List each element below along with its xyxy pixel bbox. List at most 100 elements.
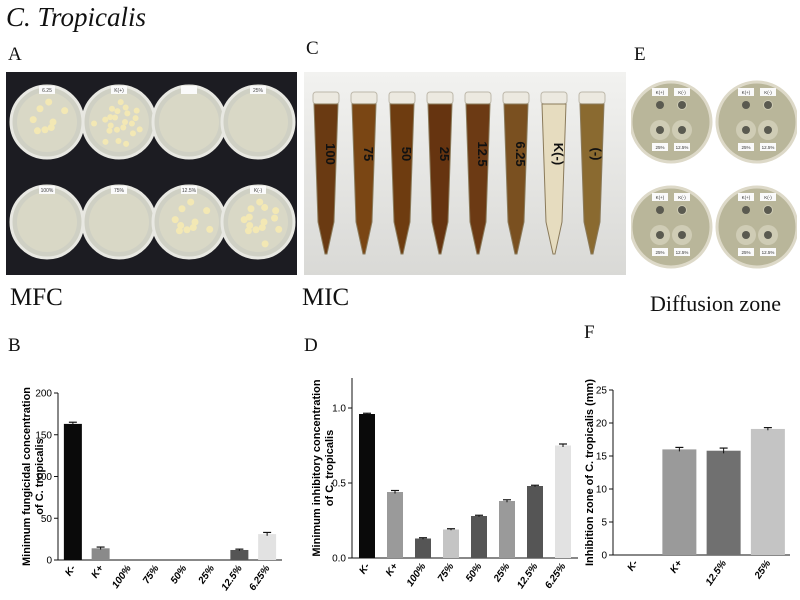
panel-label-f: F [584,322,595,343]
colony [175,227,183,235]
plate-label [652,248,668,256]
colony [271,214,279,222]
y-tick-label: 20 [596,419,608,430]
diffusion-well [764,231,772,239]
colony [61,107,69,115]
panel-label-d: D [304,335,318,356]
y-axis-label: Minimum fungicidal concentration [21,387,33,566]
tube-label: 6.25 [513,141,528,166]
bar [750,428,785,555]
x-tick-label: 75% [436,561,457,584]
panel-label-b: B [8,335,21,356]
colony [33,127,41,135]
y-axis-label: of C. tropicalis [324,430,336,506]
tube-label: 50 [399,147,414,161]
diffusion-well [764,206,772,214]
colony [45,98,53,106]
plate-label-text: K(-) [764,90,772,95]
colony [124,110,131,117]
colony [113,126,120,133]
x-tick-label: 50% [169,563,190,586]
plate-label-text: K(+) [114,88,124,94]
plate-label [652,143,668,151]
chart-mfc: Minimum fungicidal concentration of C. tr… [21,387,282,593]
colony [102,138,109,145]
colony [106,127,113,134]
colony [206,225,214,233]
colony [91,120,98,127]
diffusion-well [678,126,686,134]
colony [122,104,129,111]
plate-label-text: K(-) [254,188,263,194]
diffusion-dish [631,185,713,269]
y-tick-label: 0 [601,551,607,562]
tube-cap [502,91,530,105]
diffusion-well [656,101,664,109]
x-tick-label: 25% [752,558,773,582]
plate-label-text: 75% [114,188,125,194]
diffusion-well [742,101,750,109]
tube-label: 25 [437,147,452,161]
colony [246,222,254,230]
bar [499,501,515,558]
plate-label [738,143,754,151]
photo-mfc-plates: 6.25 K(+) 25% 100% 75% 12.5% K(-) [6,72,297,275]
tube-cap [388,91,416,105]
plate-label [652,193,668,201]
plate-label-text: 100% [41,188,54,194]
colony [244,227,252,235]
bar [555,445,571,558]
plate-label [674,143,690,151]
bar [359,414,375,558]
x-tick-label: 12.5% [220,563,245,593]
tube-body [427,103,453,255]
plate-label [738,248,754,256]
bar [91,548,110,560]
y-tick-label: 1.0 [332,404,346,415]
bar [443,529,459,558]
bar [527,486,543,558]
y-tick-label: 100 [35,472,52,483]
plate-label [250,86,266,94]
colony [258,224,266,232]
x-tick-label: 12.5% [704,558,729,588]
colony [117,99,124,106]
plate-label [738,193,754,201]
figure-title: C. Tropicalis [6,2,147,32]
plate-label-text: K(+) [656,195,665,200]
mic-tubes-image: 100 75 50 25 12.5 6.25 K(-) (-) [304,72,626,275]
plate-label [111,186,127,194]
colony [183,226,191,234]
plate-label [674,88,690,96]
colony [120,124,127,131]
plate-label [652,88,668,96]
colony [187,198,195,206]
colony [29,116,37,124]
x-tick-label: K- [357,561,372,577]
plate-label-text: 25% [741,145,750,150]
colony [129,130,136,137]
x-tick-label: K+ [90,563,107,580]
plate-label-text: K(+) [742,90,751,95]
x-tick-label: 12.5% [515,561,540,591]
plate-label [181,86,197,94]
colony [245,213,253,221]
tube-cap [578,91,606,105]
plate-label-text: 12.5% [182,188,197,194]
caption-mic: MIC [302,284,350,311]
colony [114,108,121,115]
tube-body [465,103,491,255]
diffusion-well [678,206,686,214]
diffusion-well [742,126,750,134]
plate-label-text: K(-) [678,195,686,200]
x-tick-label: K+ [668,558,685,575]
diffusion-plates-image: K(+) K(-) 25% 12.5% K(+) K(-) 25% 12.5% K(+) K(-)… [631,72,797,284]
colony [260,218,268,226]
x-tick-label: 25% [196,563,217,587]
y-tick-label: 0 [46,556,52,567]
colony [261,240,269,248]
x-tick-label: 6.25% [543,561,568,591]
colony [171,216,179,224]
plate-label-text: K(-) [764,195,772,200]
plate-label [181,186,197,194]
